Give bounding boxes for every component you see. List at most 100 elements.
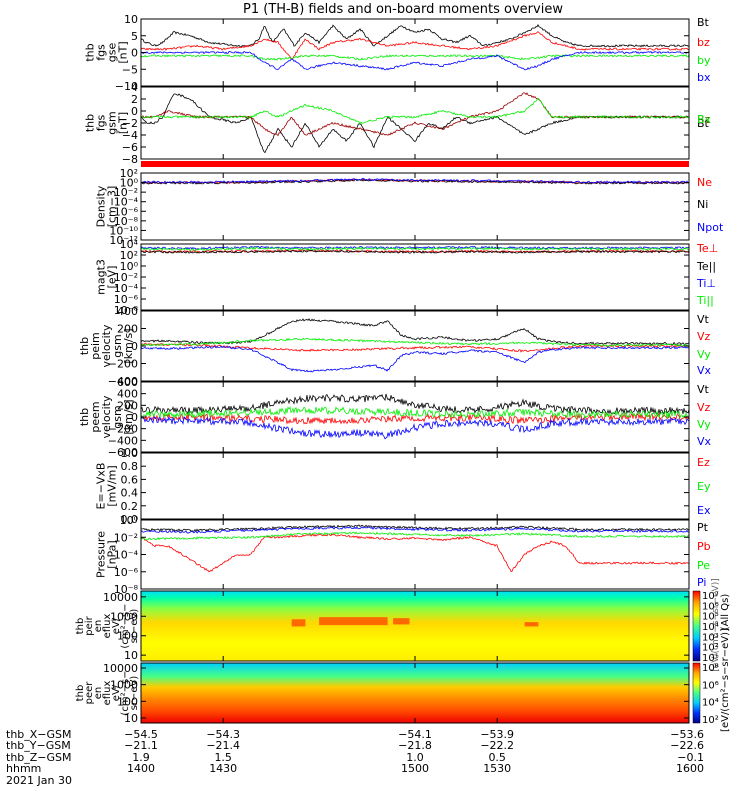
y-tick-label: 10⁻⁸ [114, 215, 139, 228]
mode-flag-bar [141, 161, 689, 167]
y-axis-label: peir [84, 615, 95, 635]
y-axis-label: peer [84, 681, 95, 705]
panel-pressure: 10⁰ 10⁻² 10⁻⁴ 10⁻⁶ 10⁻⁸ Pressure[nPa] Pt Pb Pe Pi [95, 514, 711, 596]
series-Bt [140, 93, 690, 154]
x-axis-value: −54.5 [124, 728, 158, 741]
x-axis-value: 1400 [127, 762, 155, 775]
legend-entry: Pe [697, 559, 710, 572]
legend-entry: Vx [697, 435, 712, 448]
y-tick-label: 100 [117, 630, 138, 643]
figure-title: P1 (TH-B) fields and on-board moments ov… [243, 2, 563, 17]
y-axis-label: [eV] [106, 266, 119, 289]
legend-entry: Vy [697, 348, 711, 361]
legend-entry: Vt [697, 383, 710, 396]
spectrogram-blob [393, 618, 410, 625]
y-tick-label: 100 [117, 695, 138, 708]
colorbar [692, 662, 701, 724]
y-tick-label: 10⁰ [120, 260, 139, 273]
y-axis-label: [nPa] [106, 540, 119, 568]
series-Bz [140, 92, 690, 137]
y-tick-label: 10⁻⁸ [114, 583, 139, 596]
y-tick-label: 10⁻² [114, 186, 138, 199]
spectrogram-blob [319, 617, 388, 626]
x-axis-value: 1.5 [214, 751, 232, 764]
colorbar-tick-label: 10⁵ [702, 612, 719, 623]
panel-efield: 1.00.80.60.40.20.0 E=−VxB[mV/m] Ez Ey Ex [95, 447, 711, 526]
y-tick-label: 0 [131, 411, 138, 424]
y-axis-label: [nT] [117, 41, 130, 63]
series-Bx [140, 98, 690, 125]
x-axis-value: 1.0 [406, 751, 424, 764]
x-axis-value: −0.1 [677, 751, 704, 764]
panel-frame [140, 452, 690, 520]
y-axis-label: eflux [102, 681, 113, 706]
y-tick-label: 200 [117, 399, 138, 412]
panel-peir-spectrogram: 10000 1000 100 10 thbpeirenefluxeV/(cm²−s−sr… [75, 590, 690, 662]
y-tick-label: 4 [131, 81, 138, 94]
y-tick-label: 10⁻⁴ [114, 196, 139, 209]
y-tick-label: 10⁻⁴ [114, 282, 139, 295]
legend-entry: by [697, 54, 711, 67]
y-tick-label: −6 [122, 141, 138, 154]
y-tick-label: 0.8 [121, 460, 139, 473]
y-tick-label: 10⁻² [114, 531, 138, 544]
legend-entry: Vx [697, 364, 712, 377]
y-tick-label: 10000 [103, 662, 138, 675]
y-tick-label: 10⁻¹² [109, 234, 138, 247]
series-Vt [140, 393, 690, 415]
colorbar-label-upper: (All Qs) [720, 594, 731, 631]
y-tick-label: 0 [131, 340, 138, 353]
spectrogram-fill [141, 663, 689, 723]
panel-peem-velocity: 6004002000−200−400−600thbpeemvelocitygsm… [78, 376, 712, 459]
colorbar-tick-label: 10³ [702, 632, 719, 643]
y-axis-label: gse [106, 43, 119, 63]
y-axis-label: eV/ [111, 684, 122, 701]
legend-entry: Bz [697, 113, 711, 126]
y-tick-label: −200 [108, 423, 138, 436]
y-tick-label: −5 [122, 63, 138, 76]
y-axis-label: sr−eV) [129, 609, 140, 644]
y-axis-label: thb [84, 114, 97, 132]
y-tick-label: 10⁰ [120, 514, 139, 527]
y-axis-label: peem [89, 401, 102, 432]
legend-entry: Bt [697, 16, 710, 29]
y-tick-label: −8 [122, 153, 138, 166]
y-axis-label: gsm [111, 405, 124, 428]
y-tick-label: 10² [120, 249, 138, 262]
colorbar [692, 590, 701, 662]
y-axis-label: [mV/m] [106, 465, 119, 506]
x-axis-value: 1.9 [132, 751, 150, 764]
series-Vx [140, 345, 690, 373]
y-tick-label: 2 [131, 93, 138, 106]
x-axis-row-label: thb_Y−GSM [6, 739, 71, 752]
x-axis-value: 0.5 [488, 751, 506, 764]
y-axis-label: Density [95, 185, 108, 227]
legend-entry: Te|| [696, 260, 716, 273]
series-bz [140, 31, 690, 60]
y-tick-label: 10⁻⁶ [114, 566, 139, 579]
legend-entry: Te⊥ [696, 242, 718, 255]
legend-entry: Bx [697, 113, 712, 126]
y-tick-label: −600 [108, 446, 138, 459]
y-axis-label: thb [78, 408, 91, 426]
legend-entry: Bt [697, 117, 710, 130]
colorbar-tick-label: 10² [702, 715, 719, 726]
x-axis-date: 2021 Jan 30 [6, 774, 72, 787]
y-tick-label: 1000 [110, 679, 138, 692]
y-tick-label: 10000 [103, 591, 138, 604]
colorbar-tick-label: 10⁶ [702, 680, 719, 691]
legend-entry: bx [697, 71, 711, 84]
y-tick-label: 400 [117, 305, 138, 318]
x-axis-value: −21.8 [398, 739, 432, 752]
y-tick-label: 0 [131, 105, 138, 118]
y-tick-label: 10 [124, 649, 138, 662]
y-tick-label: 0.4 [121, 487, 139, 500]
spectrogram-blob [524, 622, 539, 627]
legend-entry: Ey [697, 480, 711, 493]
y-axis-label: (cm²−s− [120, 670, 131, 715]
